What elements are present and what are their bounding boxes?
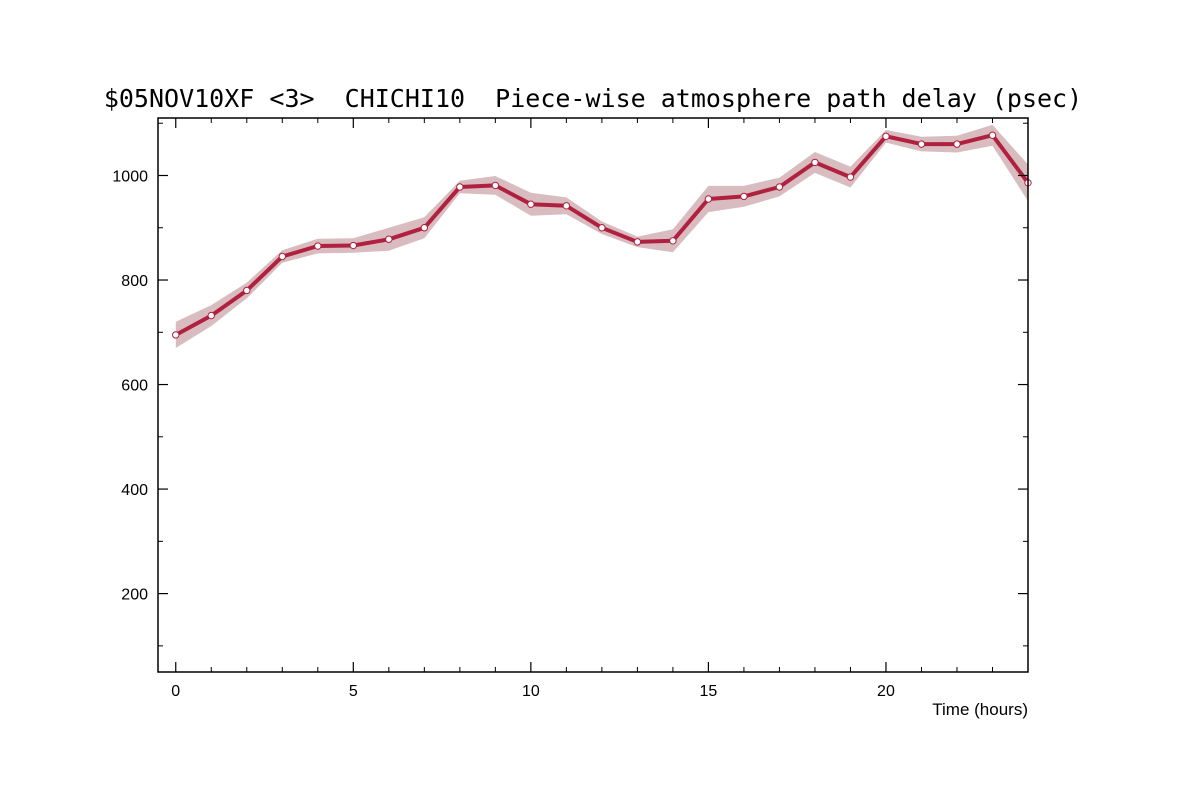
data-point	[243, 286, 251, 295]
y-tick-label: 600	[121, 378, 148, 395]
data-point	[207, 311, 215, 320]
plot-frame	[157, 117, 1029, 673]
data-point	[704, 195, 713, 203]
error-band	[175, 124, 1029, 348]
data-point	[527, 200, 535, 208]
chart-title: $05NOV10XF <3> CHICHI10 Piece-wise atmos…	[103, 84, 1083, 113]
y-tick-label: 800	[121, 273, 148, 290]
data-point	[420, 224, 429, 232]
data-point	[491, 181, 500, 190]
series-line	[174, 133, 1030, 337]
x-tick-label: 10	[522, 683, 540, 700]
data-point	[882, 132, 890, 140]
data-point-layer	[172, 131, 1032, 339]
series-line-layer	[174, 133, 1030, 337]
tick-layer	[158, 118, 1029, 672]
data-point	[811, 158, 819, 167]
data-point	[988, 131, 997, 139]
data-point	[562, 202, 571, 210]
data-point	[349, 241, 358, 250]
data-point	[846, 173, 855, 181]
data-point	[172, 331, 180, 339]
data-point	[953, 140, 961, 148]
x-tick-label: 20	[877, 683, 895, 700]
x-tick-label: 0	[171, 683, 180, 700]
y-tick-label: 200	[121, 587, 148, 604]
data-point	[278, 252, 286, 261]
tick-label-layer: 0 5 10 15 20 200 400 600 800 1000	[112, 168, 895, 700]
data-point	[385, 235, 393, 243]
data-point	[775, 183, 784, 191]
y-tick-label: 400	[121, 482, 148, 499]
error-band-layer	[175, 124, 1029, 348]
x-axis-label: Time (hours)	[932, 700, 1028, 719]
data-point	[917, 140, 926, 148]
data-point	[456, 183, 464, 191]
data-point	[598, 224, 606, 232]
data-point	[314, 242, 322, 250]
data-point	[740, 192, 748, 201]
data-point	[669, 237, 677, 245]
y-tick-label: 1000	[112, 168, 148, 185]
x-tick-label: 15	[700, 683, 718, 700]
x-tick-label: 5	[349, 683, 358, 700]
data-point	[633, 238, 642, 246]
